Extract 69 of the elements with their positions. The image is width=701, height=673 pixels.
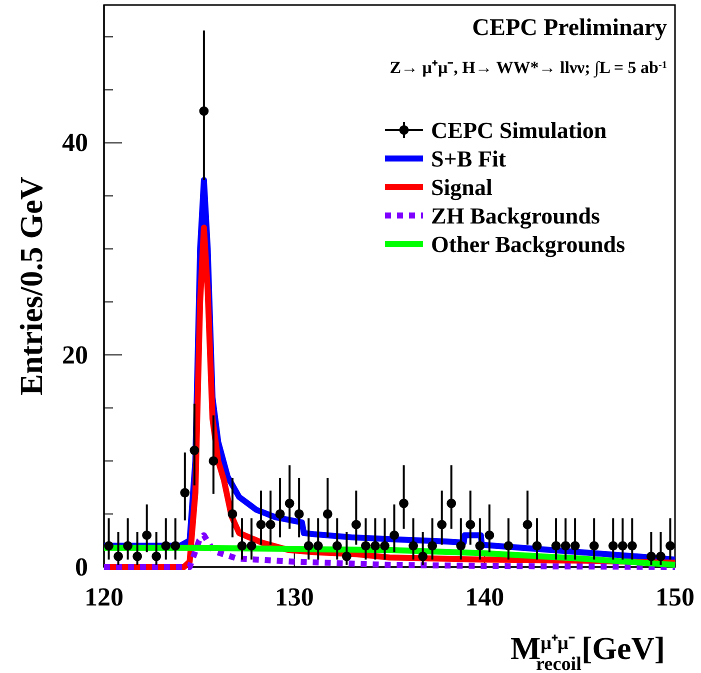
point xyxy=(627,541,637,551)
legend-label: S+B Fit xyxy=(431,146,506,172)
point xyxy=(142,530,152,540)
point xyxy=(246,541,256,551)
point xyxy=(656,552,666,562)
point xyxy=(551,541,561,551)
point xyxy=(618,541,628,551)
annotation: CEPC Preliminary xyxy=(472,15,667,41)
legend-label: Signal xyxy=(431,175,492,201)
x-tick-label: 120 xyxy=(84,582,124,612)
point xyxy=(275,509,285,519)
point xyxy=(123,541,133,551)
point xyxy=(390,530,399,540)
point xyxy=(304,541,314,551)
point xyxy=(466,520,476,530)
point xyxy=(228,509,238,519)
point xyxy=(190,446,200,456)
point xyxy=(322,509,332,519)
point xyxy=(608,541,618,551)
point xyxy=(570,541,580,551)
point xyxy=(370,541,380,551)
x-tick-label: 140 xyxy=(465,582,504,612)
point xyxy=(351,520,361,530)
point xyxy=(484,530,494,540)
point xyxy=(456,541,466,551)
point xyxy=(208,456,218,466)
y-tick-label: 20 xyxy=(62,340,88,370)
point xyxy=(418,552,428,562)
point xyxy=(332,541,342,551)
x-tick-label: 150 xyxy=(656,582,694,612)
point xyxy=(589,541,599,551)
point xyxy=(152,552,162,562)
point xyxy=(104,541,114,551)
y-tick-label: 0 xyxy=(75,552,88,582)
legend-label: Other Backgrounds xyxy=(431,232,626,258)
point xyxy=(199,106,209,116)
point xyxy=(428,541,438,551)
point xyxy=(237,541,247,551)
y-axis-title: Entries/0.5 GeV xyxy=(13,176,49,396)
point xyxy=(646,552,656,562)
point xyxy=(342,552,352,562)
point xyxy=(294,509,304,519)
point xyxy=(313,541,323,551)
point xyxy=(380,541,390,551)
x-tick-label: 130 xyxy=(274,582,314,612)
point xyxy=(437,520,447,530)
point xyxy=(180,488,190,498)
y-tick-label: 40 xyxy=(62,128,88,158)
point xyxy=(256,520,266,530)
legend-label: CEPC Simulation xyxy=(431,118,607,143)
point xyxy=(114,552,123,562)
point xyxy=(504,541,514,551)
point xyxy=(532,541,542,551)
point xyxy=(360,541,370,551)
point xyxy=(522,520,532,530)
x-axis-title: M$^{μ⁺μ⁻}$$_{recoil}$[GeV] xyxy=(510,630,665,673)
point xyxy=(666,541,675,551)
point xyxy=(399,498,408,508)
point xyxy=(408,541,418,551)
point xyxy=(446,498,456,508)
point xyxy=(475,541,485,551)
point xyxy=(266,520,276,530)
legend-label: ZH Backgrounds xyxy=(431,204,600,230)
point xyxy=(284,498,294,508)
annotation: Z→ μ⁺μ⁻, H→ WW*→ llνν; ∫L = 5 ab$^{-1}$ xyxy=(390,58,667,78)
point xyxy=(132,552,142,562)
point xyxy=(170,541,180,551)
point xyxy=(560,541,570,551)
point xyxy=(161,541,171,551)
